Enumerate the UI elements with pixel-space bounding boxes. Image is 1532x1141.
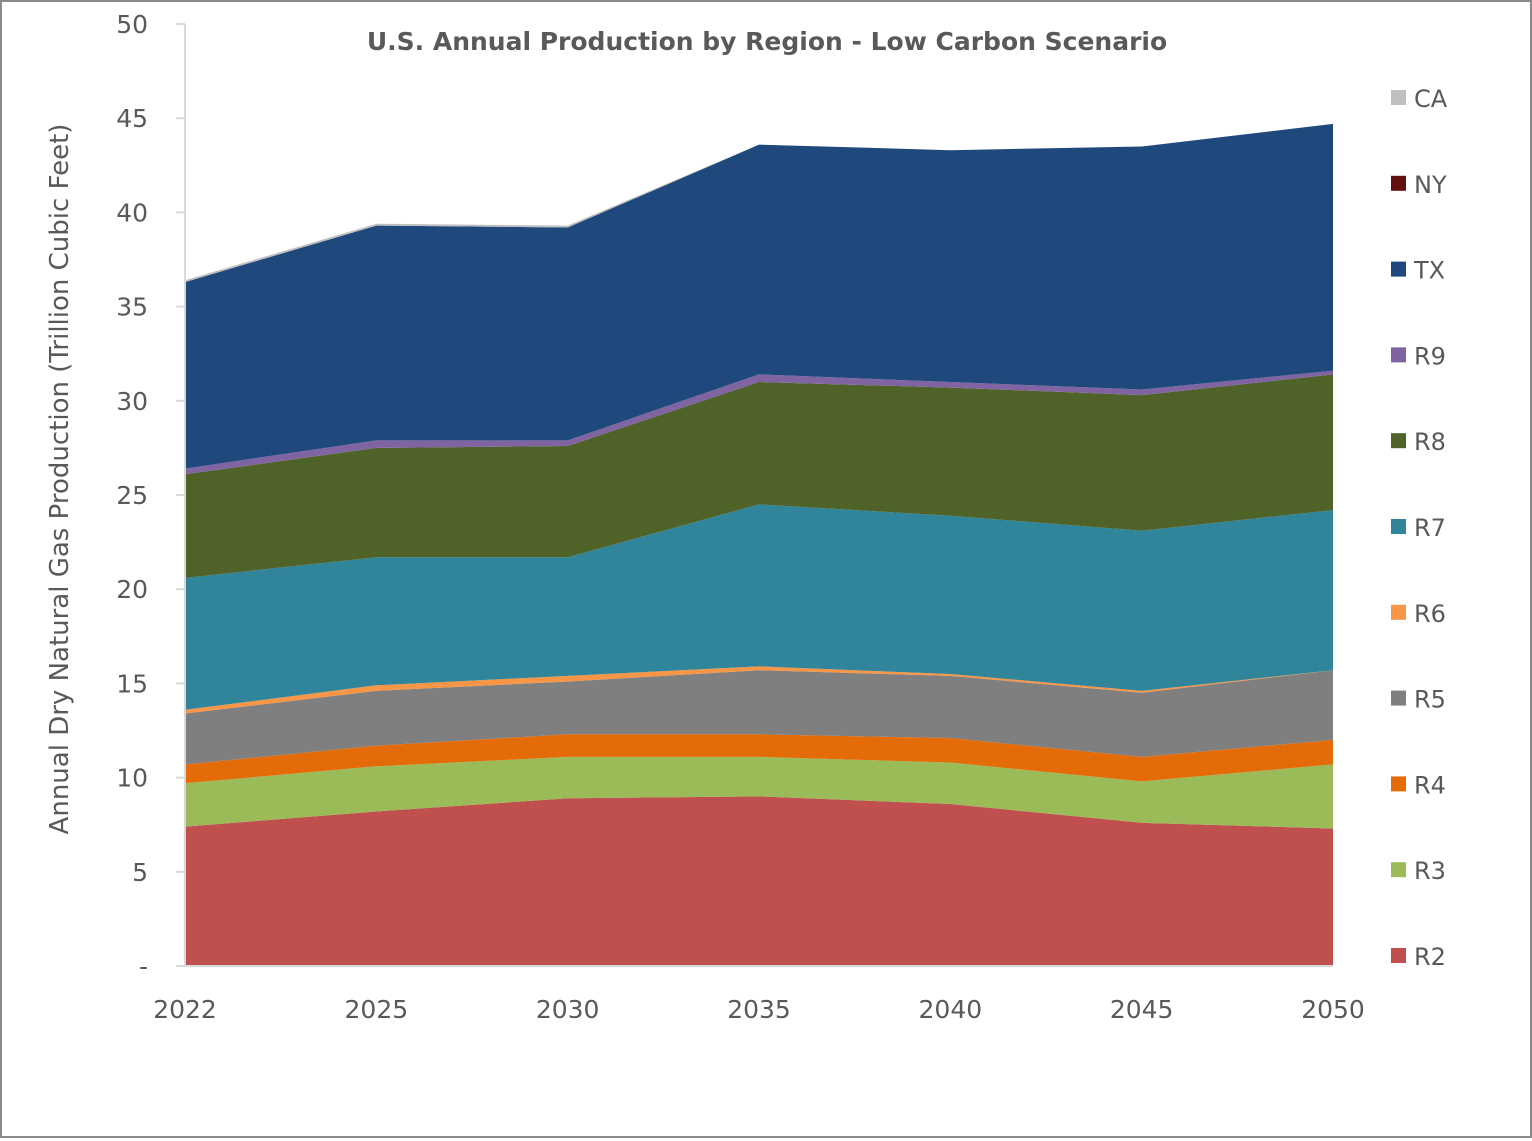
legend-label: CA (1414, 85, 1448, 113)
legend-swatch (1391, 948, 1406, 963)
y-tick-label: 30 (116, 387, 148, 416)
legend-swatch (1391, 604, 1406, 620)
y-tick-labels: - 5 10 15 20 25 30 35 40 45 50 (116, 10, 148, 981)
legend-item-r5: R5 (1391, 686, 1446, 714)
x-tick-label: 2030 (536, 995, 600, 1024)
legend-label: R5 (1414, 686, 1446, 714)
legend-item-r7: R7 (1391, 514, 1446, 542)
x-tick-label: 2040 (919, 995, 983, 1024)
legend-swatch (1391, 175, 1406, 191)
legend-label: R2 (1414, 943, 1446, 971)
y-tick-label: 10 (116, 764, 148, 793)
legend-item-r3: R3 (1391, 857, 1446, 885)
legend-swatch (1391, 90, 1406, 105)
legend-item-ca: CA (1391, 85, 1448, 113)
area-tx (185, 123, 1333, 469)
y-tick-label: 40 (116, 198, 148, 227)
legend-label: R3 (1414, 857, 1446, 885)
legend-label: R6 (1414, 600, 1446, 628)
y-tick-label: 50 (116, 10, 148, 39)
legend-item-r4: R4 (1391, 771, 1446, 799)
area-r8 (185, 374, 1333, 578)
legend-item-tx: TX (1391, 257, 1445, 285)
legend-label: R7 (1414, 514, 1446, 542)
x-tick-label: 2035 (727, 995, 791, 1024)
y-tick-label: 15 (116, 669, 148, 698)
legend-label: R4 (1414, 771, 1446, 799)
legend-swatch (1391, 776, 1406, 792)
area-series-group (185, 123, 1333, 966)
legend-swatch (1391, 519, 1406, 534)
area-r7 (185, 504, 1333, 710)
area-r5 (185, 670, 1333, 765)
y-tick-label: 35 (116, 293, 148, 322)
legend-swatch (1391, 261, 1406, 277)
legend: CA NY TX R9 R8 R7 R6 R5 R4 R3 R2 (1391, 85, 1448, 971)
x-tick-label: 2025 (345, 995, 409, 1024)
axes-group (176, 23, 1333, 967)
x-tick-label: 2050 (1301, 995, 1365, 1024)
chart-title: U.S. Annual Production by Region - Low C… (367, 27, 1167, 56)
y-tick-label: 25 (116, 481, 148, 510)
legend-label: R9 (1414, 342, 1446, 370)
legend-label: NY (1414, 171, 1447, 199)
y-tick-label: 20 (116, 575, 148, 604)
y-tick-label: 5 (132, 858, 148, 887)
legend-swatch (1391, 347, 1406, 363)
area-r3 (185, 756, 1333, 829)
legend-item-r6: R6 (1391, 600, 1446, 628)
legend-item-r9: R9 (1391, 342, 1446, 370)
legend-label: R8 (1414, 428, 1446, 456)
legend-swatch (1391, 862, 1406, 878)
area-r4 (185, 734, 1333, 784)
legend-swatch (1391, 690, 1406, 706)
legend-item-r8: R8 (1391, 428, 1446, 456)
legend-swatch (1391, 433, 1406, 449)
area-r2 (185, 796, 1333, 966)
x-tick-label: 2045 (1110, 995, 1174, 1024)
legend-label: TX (1413, 257, 1445, 285)
y-tick-label: 45 (116, 104, 148, 133)
x-tick-labels: 2022 2025 2030 2035 2040 2045 2050 (153, 995, 1365, 1024)
y-tick-label: - (139, 952, 148, 981)
legend-item-ny: NY (1391, 171, 1447, 199)
y-axis-label: Annual Dry Natural Gas Production (Trill… (45, 124, 75, 835)
legend-item-r2: R2 (1391, 943, 1446, 971)
x-tick-label: 2022 (153, 995, 217, 1024)
